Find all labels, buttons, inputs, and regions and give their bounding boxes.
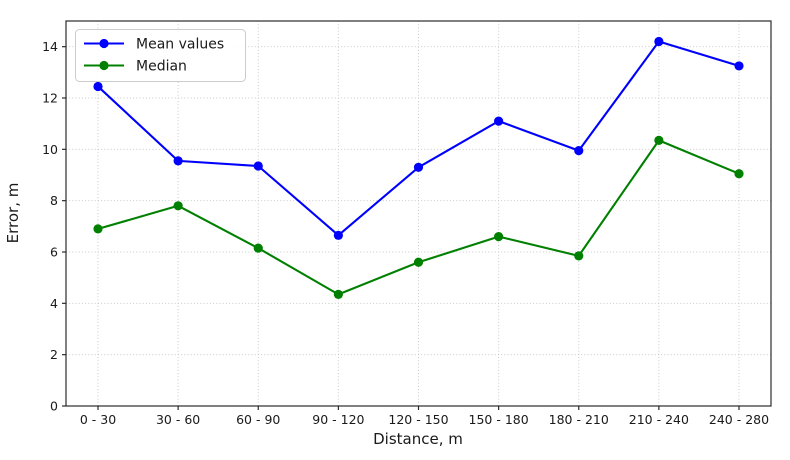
mean-values-point <box>333 230 343 240</box>
median-point <box>253 243 263 253</box>
mean-values-point <box>574 146 584 156</box>
y-tick-label: 14 <box>42 39 58 54</box>
series-layer <box>93 36 744 299</box>
y-tick-label: 8 <box>50 193 58 208</box>
legend-label-median: Median <box>136 59 187 75</box>
y-tick-label: 0 <box>50 399 58 414</box>
mean-values-point <box>654 36 664 47</box>
x-tick-label: 180 - 210 <box>549 412 609 427</box>
median-point <box>413 257 424 267</box>
legend-mean-values-marker <box>99 38 109 49</box>
x-tick-label: 240 - 280 <box>709 412 769 427</box>
mean-values-point <box>93 81 103 92</box>
median-point <box>93 224 103 234</box>
x-tick-label: 90 - 120 <box>312 412 364 427</box>
mean-values-point <box>734 61 744 71</box>
y-axis-label: Error, m <box>4 183 22 244</box>
median-point <box>734 169 744 179</box>
legend: Mean values Median <box>75 29 246 82</box>
x-axis-label: Distance, m <box>373 430 463 448</box>
axis-layer: 0 2 4 6 8 10 12 14 0 - 30 30 - 60 60 - 90 90 - 120 1… <box>42 20 772 427</box>
y-tick-label: 4 <box>50 296 58 311</box>
y-tick-label: 10 <box>42 142 58 157</box>
x-tick-label: 60 - 90 <box>236 412 280 427</box>
mean-values-point <box>413 162 424 172</box>
median-point <box>173 201 183 211</box>
legend-median-marker <box>99 60 109 71</box>
x-tick-label: 0 - 30 <box>80 412 116 427</box>
y-tick-label: 12 <box>42 91 58 106</box>
median-point <box>654 135 664 145</box>
mean-values-point <box>253 161 263 171</box>
mean-values-point <box>173 156 183 166</box>
median-point <box>333 289 343 299</box>
median-point <box>494 232 504 242</box>
x-tick-label: 150 - 180 <box>469 412 529 427</box>
mean-values-point <box>494 116 504 126</box>
grid-layer <box>66 21 771 407</box>
x-tick-label: 210 - 240 <box>629 412 689 427</box>
y-tick-label: 6 <box>50 245 58 260</box>
x-tick-label: 30 - 60 <box>156 412 200 427</box>
y-tick-label: 2 <box>50 347 58 362</box>
median-point <box>574 251 584 261</box>
x-tick-label: 120 - 150 <box>388 412 448 427</box>
legend-label-mean-values: Mean values <box>136 37 224 53</box>
